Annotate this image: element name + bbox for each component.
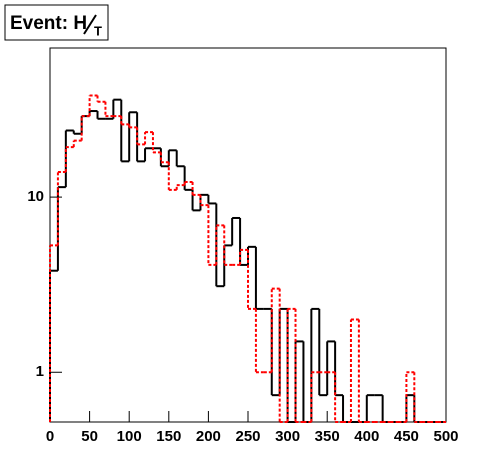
x-tick-label: 200 bbox=[196, 428, 221, 445]
x-tick-label: 150 bbox=[156, 428, 181, 445]
x-tick-label: 450 bbox=[394, 428, 419, 445]
x-tick-label: 350 bbox=[315, 428, 340, 445]
x-tick-label: 250 bbox=[235, 428, 260, 445]
chart-title-subscript: T bbox=[94, 23, 102, 38]
y-tick-label: 10 bbox=[27, 188, 44, 205]
y-tick-label: 1 bbox=[36, 363, 44, 380]
x-tick-label: 50 bbox=[81, 428, 98, 445]
x-tick-label: 400 bbox=[354, 428, 379, 445]
x-tick-label: 500 bbox=[433, 428, 458, 445]
x-tick-label: 300 bbox=[275, 428, 300, 445]
x-tick-label: 100 bbox=[117, 428, 142, 445]
x-tick-label: 0 bbox=[46, 428, 54, 445]
chart-title: Event: H bbox=[10, 13, 87, 34]
title-slash bbox=[83, 14, 97, 35]
